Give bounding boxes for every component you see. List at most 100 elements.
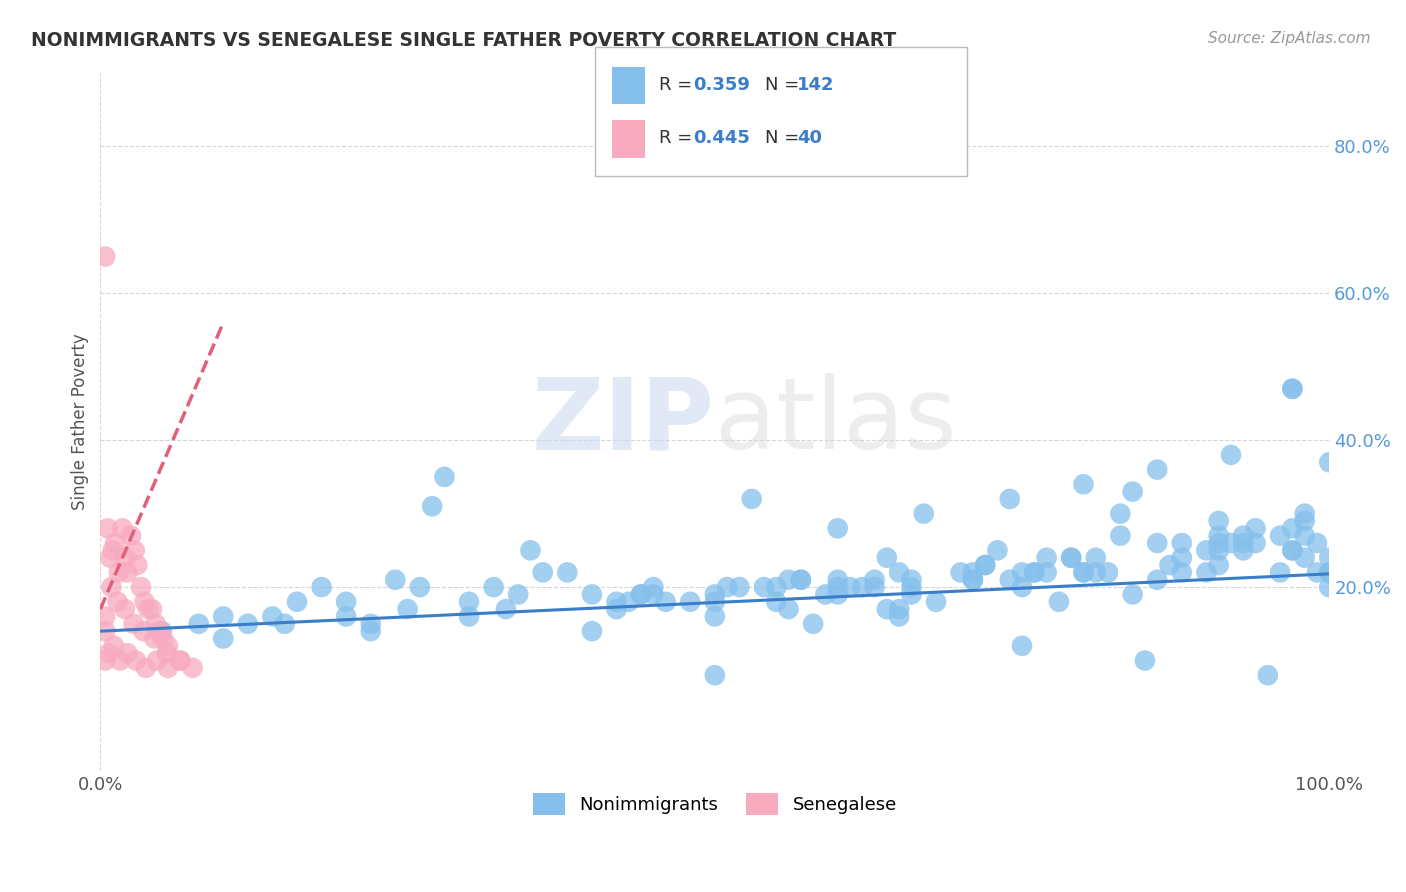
Point [741,491,763,506]
Point [134,595,156,609]
Point [962,573,984,587]
Point [703,587,725,601]
Point [433,470,456,484]
Point [998,573,1021,587]
Point [335,609,357,624]
Point [605,595,627,609]
Point [962,573,984,587]
Point [703,609,725,624]
Text: 142: 142 [797,76,835,94]
Point [262,609,284,624]
Point [1097,566,1119,580]
Point [790,573,813,587]
Point [97,646,120,660]
Text: 40: 40 [797,129,823,147]
Point [962,566,984,580]
Point [1109,529,1132,543]
Point [458,609,481,624]
Point [752,580,775,594]
Point [1294,507,1316,521]
Point [384,573,406,587]
Point [311,580,333,594]
Point [1171,536,1194,550]
Point [1317,566,1340,580]
Point [531,566,554,580]
Point [974,558,997,572]
Point [703,668,725,682]
Point [851,580,873,594]
Point [273,616,295,631]
Point [1317,566,1340,580]
Point [1133,654,1156,668]
Point [1219,536,1241,550]
Point [801,616,824,631]
Point [169,654,191,668]
Point [1281,521,1303,535]
Point [145,616,167,631]
Point [1011,580,1033,594]
Point [156,639,179,653]
Point [1073,566,1095,580]
Point [974,558,997,572]
Point [630,587,652,601]
Point [1208,558,1230,572]
Point [1281,382,1303,396]
Point [150,624,173,639]
Point [129,580,152,594]
Point [152,632,174,646]
Point [1060,550,1083,565]
Point [482,580,505,594]
Point [1084,566,1107,580]
Point [285,595,308,609]
Point [827,573,849,587]
Point [1244,536,1267,550]
Point [360,616,382,631]
Point [765,580,787,594]
Point [108,654,131,668]
Point [1219,448,1241,462]
Point [1317,550,1340,565]
Point [679,595,702,609]
Point [94,609,117,624]
Point [1195,543,1218,558]
Point [827,580,849,594]
Point [1268,566,1291,580]
Point [581,587,603,601]
Point [117,566,139,580]
Point [125,654,148,668]
Point [827,521,849,535]
Point [148,624,170,639]
Point [1146,573,1168,587]
Point [1294,550,1316,565]
Point [1073,566,1095,580]
Point [495,602,517,616]
Point [1257,668,1279,682]
Point [889,566,911,580]
Point [1024,566,1046,580]
Point [420,500,443,514]
Point [998,491,1021,506]
Point [814,587,837,601]
Point [1208,529,1230,543]
Point [1208,514,1230,528]
Text: R =: R = [659,76,699,94]
Point [97,521,120,535]
Point [187,616,209,631]
Point [605,602,627,616]
Point [617,595,640,609]
Point [643,580,665,594]
Point [1146,536,1168,550]
Point [1024,566,1046,580]
Point [141,602,163,616]
Point [135,661,157,675]
Point [912,507,935,521]
Point [143,632,166,646]
Point [100,580,122,594]
Point [778,602,800,616]
Point [765,595,787,609]
Point [703,595,725,609]
Point [889,602,911,616]
Point [1084,550,1107,565]
Text: NONIMMIGRANTS VS SENEGALESE SINGLE FATHER POVERTY CORRELATION CHART: NONIMMIGRANTS VS SENEGALESE SINGLE FATHE… [31,31,896,50]
Text: Source: ZipAtlas.com: Source: ZipAtlas.com [1208,31,1371,46]
